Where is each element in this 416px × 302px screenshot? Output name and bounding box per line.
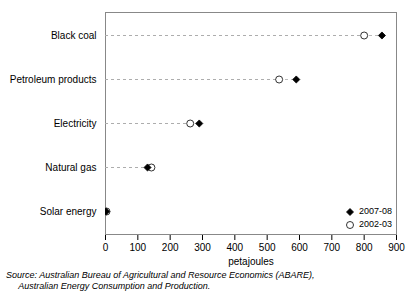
- svg-text:Petroleum products: Petroleum products: [10, 74, 97, 85]
- svg-text:0: 0: [103, 242, 109, 253]
- svg-text:700: 700: [323, 242, 340, 253]
- svg-text:900: 900: [388, 242, 405, 253]
- svg-text:Electricity: Electricity: [54, 118, 97, 129]
- svg-text:200: 200: [162, 242, 179, 253]
- svg-text:100: 100: [129, 242, 146, 253]
- svg-text:Black coal: Black coal: [51, 30, 97, 41]
- html-text:Source: Australian Bureau of A: Source: Australian Bureau of Agricultura…: [6, 270, 315, 291]
- svg-text:300: 300: [194, 242, 211, 253]
- svg-text:Solar energy: Solar energy: [40, 206, 97, 217]
- html-text:2002-03: 2002-03: [359, 219, 392, 229]
- svg-text:500: 500: [259, 242, 276, 253]
- svg-text:Natural gas: Natural gas: [45, 162, 96, 173]
- svg-text:petajoules: petajoules: [228, 256, 274, 267]
- svg-text:400: 400: [226, 242, 243, 253]
- html-text:2007-08: 2007-08: [359, 206, 392, 216]
- svg-text:600: 600: [291, 242, 308, 253]
- svg-text:800: 800: [356, 242, 373, 253]
